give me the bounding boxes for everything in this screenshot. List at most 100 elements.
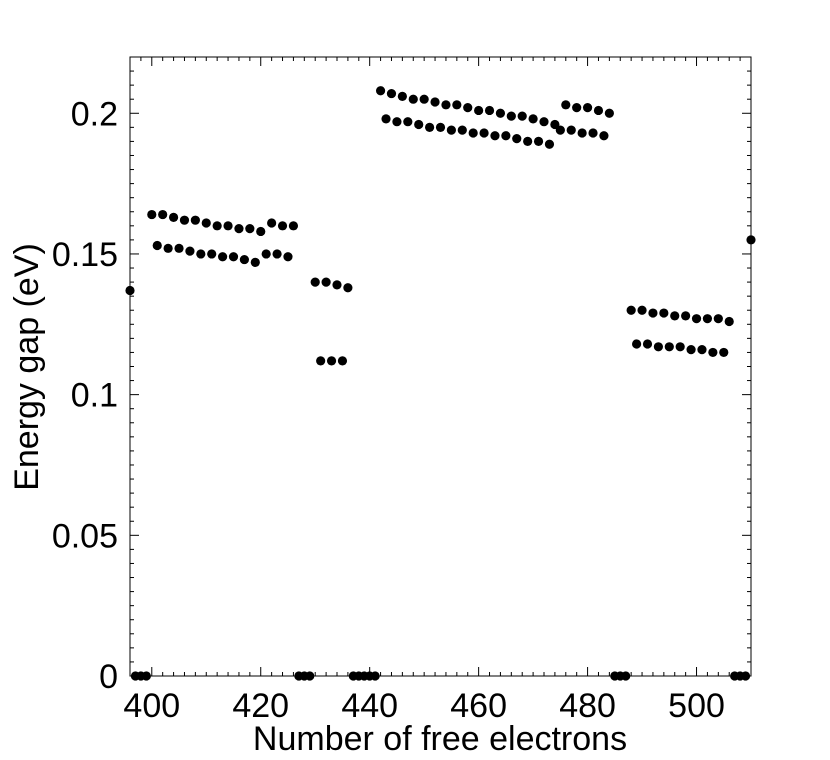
data-point: [599, 131, 609, 141]
data-point: [408, 94, 418, 104]
data-point: [190, 215, 200, 225]
data-point: [430, 97, 440, 107]
data-point: [381, 114, 391, 124]
data-point: [326, 356, 337, 366]
data-point: [419, 94, 429, 104]
data-point: [343, 283, 353, 293]
data-point: [670, 311, 680, 321]
data-point: [637, 305, 647, 315]
data-point: [277, 221, 288, 231]
data-point: [256, 226, 266, 237]
data-point: [561, 100, 571, 110]
data-point: [621, 671, 631, 681]
x-tick-label: 420: [232, 687, 289, 725]
y-axis-label: Energy gap (eV): [8, 243, 46, 491]
data-point: [239, 254, 249, 265]
x-tick-label: 440: [341, 687, 398, 725]
data-point: [201, 218, 211, 228]
data-point: [512, 134, 522, 144]
data-point: [283, 252, 293, 262]
x-tick-label: 460: [450, 687, 507, 725]
data-point: [539, 117, 549, 127]
data-point: [474, 105, 484, 116]
data-point: [523, 136, 533, 147]
data-point: [555, 125, 565, 135]
data-point: [163, 243, 173, 253]
data-point: [250, 257, 260, 267]
y-tick-label: 0.1: [71, 377, 118, 415]
data-point: [740, 671, 751, 681]
data-point: [533, 136, 544, 147]
data-point: [566, 125, 576, 135]
data-point: [174, 243, 184, 253]
data-point: [446, 125, 456, 135]
data-point: [267, 218, 277, 228]
data-points: [125, 86, 756, 681]
data-point: [218, 252, 228, 262]
data-point: [245, 224, 255, 234]
data-point: [642, 339, 653, 349]
x-tick-label: 400: [123, 687, 180, 725]
data-point: [125, 285, 135, 296]
y-tick-label: 0: [99, 658, 118, 696]
data-point: [468, 128, 478, 138]
data-point: [397, 91, 407, 101]
data-point: [316, 356, 326, 366]
tick-marks: [129, 56, 752, 677]
data-point: [713, 314, 723, 324]
x-tick-labels: 400 420 440 460 480 500: [123, 687, 724, 725]
data-point: [158, 209, 168, 220]
y-tick-label: 0.15: [52, 236, 118, 274]
data-point: [686, 345, 696, 355]
data-point: [305, 671, 315, 681]
data-point: [681, 311, 691, 321]
data-point: [457, 125, 467, 135]
y-tick-label: 0.2: [71, 95, 118, 133]
data-point: [310, 277, 320, 287]
data-point: [632, 339, 642, 349]
data-point: [675, 342, 685, 352]
data-point: [141, 671, 151, 681]
data-point: [659, 308, 669, 318]
data-point: [495, 108, 506, 118]
data-point: [463, 103, 473, 113]
data-point: [517, 111, 527, 121]
x-tick-label: 500: [668, 687, 725, 725]
data-point: [691, 314, 702, 324]
data-point: [212, 221, 222, 231]
data-point: [724, 316, 734, 327]
data-point: [648, 308, 658, 318]
data-point: [528, 114, 538, 124]
data-point: [147, 209, 157, 220]
data-point: [441, 100, 451, 110]
y-tick-labels: 0 0.05 0.1 0.15 0.2: [52, 95, 118, 696]
data-point: [664, 342, 674, 352]
data-point: [452, 100, 462, 110]
data-point: [544, 139, 555, 149]
data-point: [207, 249, 217, 259]
data-point: [582, 103, 593, 113]
data-point: [577, 128, 587, 138]
data-point: [435, 122, 446, 132]
y-tick-label: 0.05: [52, 517, 118, 555]
data-point: [484, 105, 495, 116]
data-point: [572, 103, 582, 113]
data-point: [337, 356, 348, 366]
data-point: [332, 280, 342, 290]
data-point: [506, 111, 516, 121]
data-point: [702, 314, 713, 324]
data-point: [392, 117, 402, 127]
data-point: [719, 347, 729, 358]
data-point: [223, 221, 233, 231]
data-point: [196, 249, 206, 259]
data-point: [425, 122, 435, 132]
data-point: [490, 131, 500, 141]
data-point: [228, 252, 239, 262]
data-point: [152, 240, 162, 251]
data-point: [414, 119, 424, 130]
data-point: [479, 128, 489, 138]
data-point: [626, 305, 636, 315]
data-point: [697, 345, 707, 355]
data-point: [179, 215, 190, 225]
